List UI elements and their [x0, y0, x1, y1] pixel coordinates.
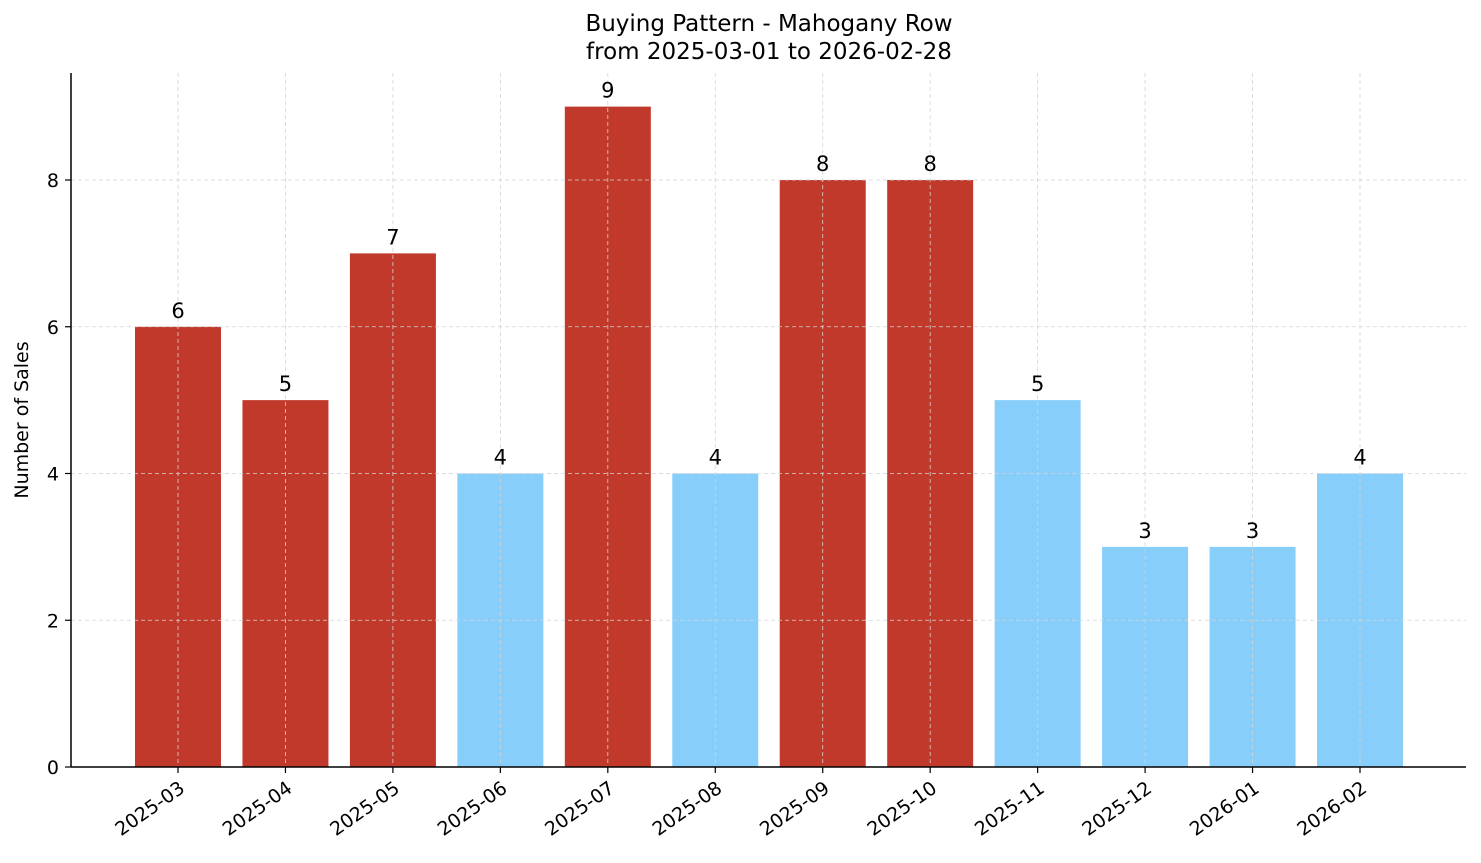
bar-value-label: 5 — [279, 372, 292, 396]
bar — [564, 106, 651, 767]
x-tick-label: 2025-07 — [541, 777, 619, 841]
chart-subtitle: from 2025-03-01 to 2026-02-28 — [586, 39, 952, 65]
bar-value-label: 4 — [494, 446, 507, 470]
bar-value-label: 4 — [709, 446, 722, 470]
x-tick-label: 2026-02 — [1293, 777, 1371, 841]
y-tick-label: 8 — [47, 170, 59, 192]
bar-value-label: 3 — [1138, 519, 1151, 543]
bar-value-label: 6 — [171, 299, 184, 323]
chart-title: Buying Pattern - Mahogany Row from 2025-… — [0, 10, 1481, 66]
bar-value-label: 3 — [1246, 519, 1259, 543]
y-tick-label: 2 — [47, 610, 59, 632]
x-tick-label: 2025-05 — [326, 777, 404, 841]
x-tick-label: 2025-10 — [863, 777, 941, 841]
x-tick-label: 2025-03 — [111, 777, 189, 841]
bar-value-label: 7 — [386, 225, 399, 249]
bar-value-label: 9 — [601, 79, 614, 103]
y-tick-label: 6 — [47, 317, 59, 339]
bar — [135, 326, 221, 767]
chart-title-main: Buying Pattern - Mahogany Row — [585, 11, 953, 37]
x-tick-label: 2025-12 — [1078, 777, 1156, 841]
x-tick-label: 2025-08 — [648, 777, 726, 841]
x-tick-label: 2025-06 — [434, 777, 512, 841]
bar-value-label: 5 — [1031, 372, 1044, 396]
y-tick-label: 4 — [47, 464, 59, 486]
x-tick-label: 2025-11 — [971, 777, 1049, 841]
y-tick-label: 0 — [47, 757, 59, 779]
bar-value-label: 8 — [923, 152, 936, 176]
bar-value-label: 8 — [816, 152, 829, 176]
x-tick-label: 2026-01 — [1186, 777, 1264, 841]
x-tick-label: 2025-04 — [219, 777, 297, 841]
x-tick-label: 2025-09 — [756, 777, 834, 841]
bar-value-label: 4 — [1353, 446, 1366, 470]
